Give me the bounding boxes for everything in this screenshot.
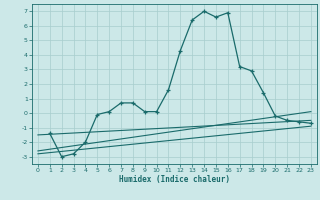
X-axis label: Humidex (Indice chaleur): Humidex (Indice chaleur) [119, 175, 230, 184]
